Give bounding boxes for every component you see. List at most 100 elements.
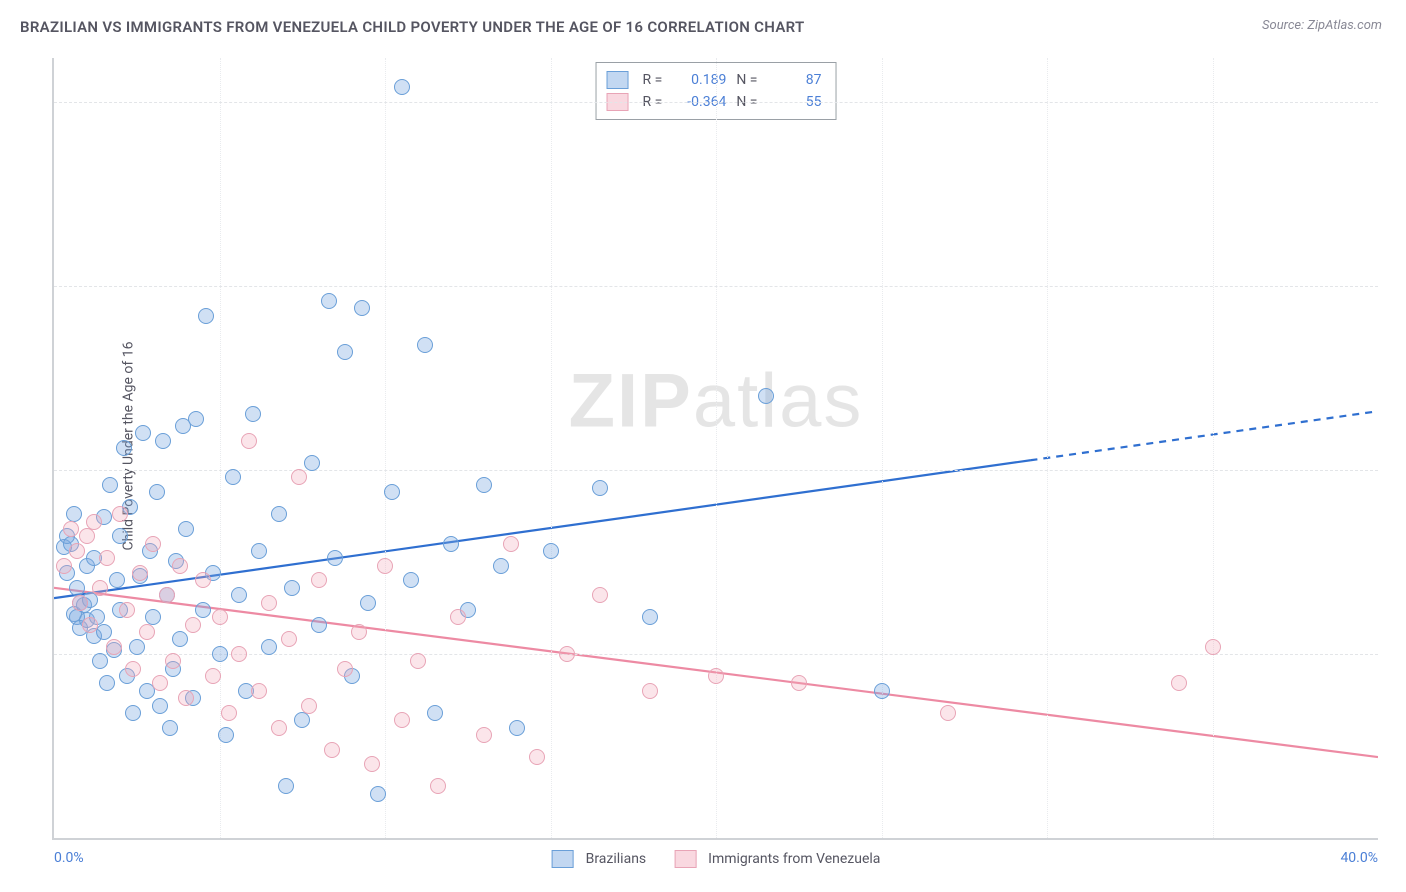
scatter-point	[218, 727, 234, 743]
scatter-point	[592, 480, 608, 496]
scatter-point	[56, 558, 72, 574]
scatter-point	[337, 344, 353, 360]
y-tick-label: 25.0%	[1388, 462, 1406, 478]
scatter-point	[129, 639, 145, 655]
scatter-point	[543, 543, 559, 559]
r-label: R =	[643, 69, 663, 91]
scatter-point	[135, 425, 151, 441]
scatter-point	[125, 661, 141, 677]
scatter-point	[430, 778, 446, 794]
legend-item: Brazilians	[552, 850, 647, 868]
scatter-point	[251, 683, 267, 699]
scatter-point	[351, 624, 367, 640]
scatter-point	[278, 778, 294, 794]
scatter-point	[172, 558, 188, 574]
scatter-point	[503, 536, 519, 552]
legend-label: Immigrants from Venezuela	[708, 851, 880, 867]
scatter-point	[159, 587, 175, 603]
scatter-point	[311, 572, 327, 588]
scatter-point	[708, 668, 724, 684]
scatter-point	[370, 786, 386, 802]
scatter-point	[261, 639, 277, 655]
scatter-point	[79, 528, 95, 544]
n-label: N =	[736, 69, 757, 91]
gridline-vertical	[882, 58, 883, 838]
scatter-point	[1205, 639, 1221, 655]
scatter-point	[195, 602, 211, 618]
scatter-point	[1171, 675, 1187, 691]
scatter-point	[112, 528, 128, 544]
scatter-point	[221, 705, 237, 721]
scatter-point	[119, 602, 135, 618]
scatter-point	[172, 631, 188, 647]
scatter-point	[427, 705, 443, 721]
scatter-point	[165, 653, 181, 669]
scatter-point	[99, 550, 115, 566]
scatter-point	[145, 536, 161, 552]
gridline-vertical	[1213, 58, 1214, 838]
r-value: 0.189	[672, 69, 726, 91]
scatter-point	[212, 646, 228, 662]
legend-swatch-icon	[552, 850, 574, 868]
scatter-point	[791, 675, 807, 691]
scatter-point	[188, 411, 204, 427]
scatter-point	[304, 455, 320, 471]
scatter-point	[476, 727, 492, 743]
scatter-point	[311, 617, 327, 633]
scatter-point	[139, 624, 155, 640]
gridline-vertical	[1047, 58, 1048, 838]
scatter-point	[116, 440, 132, 456]
scatter-point	[327, 550, 343, 566]
scatter-point	[642, 683, 658, 699]
scatter-point	[106, 639, 122, 655]
scatter-point	[198, 308, 214, 324]
scatter-point	[241, 433, 257, 449]
legend-item: Immigrants from Venezuela	[674, 850, 880, 868]
scatter-point	[251, 543, 267, 559]
x-tick-label: 0.0%	[54, 850, 84, 866]
scatter-point	[337, 661, 353, 677]
scatter-point	[559, 646, 575, 662]
scatter-point	[231, 646, 247, 662]
trendline-dashed	[1030, 411, 1378, 460]
legend-swatch-icon	[674, 850, 696, 868]
scatter-point	[109, 572, 125, 588]
scatter-point	[281, 631, 297, 647]
scatter-point	[231, 587, 247, 603]
scatter-point	[321, 293, 337, 309]
scatter-point	[271, 506, 287, 522]
legend-label: Brazilians	[586, 851, 647, 867]
scatter-point	[476, 477, 492, 493]
scatter-point	[394, 712, 410, 728]
scatter-point	[212, 609, 228, 625]
scatter-point	[940, 705, 956, 721]
scatter-point	[185, 617, 201, 633]
scatter-point	[291, 469, 307, 485]
scatter-point	[758, 388, 774, 404]
scatter-point	[132, 565, 148, 581]
gridline-vertical	[220, 58, 221, 838]
scatter-point	[384, 484, 400, 500]
scatter-point	[152, 698, 168, 714]
scatter-point	[125, 705, 141, 721]
y-tick-label: 50.0%	[1388, 94, 1406, 110]
scatter-point	[377, 558, 393, 574]
scatter-point	[92, 653, 108, 669]
y-tick-label: 37.5%	[1388, 278, 1406, 294]
scatter-point	[205, 668, 221, 684]
chart-container: BRAZILIAN VS IMMIGRANTS FROM VENEZUELA C…	[0, 0, 1406, 892]
scatter-point	[592, 587, 608, 603]
legend-swatch-icon	[607, 71, 629, 89]
scatter-point	[99, 675, 115, 691]
gridline-vertical	[385, 58, 386, 838]
scatter-point	[178, 521, 194, 537]
scatter-point	[245, 406, 261, 422]
source-attribution: Source: ZipAtlas.com	[1262, 18, 1382, 33]
scatter-point	[874, 683, 890, 699]
scatter-point	[92, 580, 108, 596]
scatter-point	[82, 617, 98, 633]
gridline-vertical	[716, 58, 717, 838]
y-tick-label: 12.5%	[1388, 646, 1406, 662]
x-tick-label: 40.0%	[1340, 850, 1378, 866]
scatter-point	[72, 595, 88, 611]
